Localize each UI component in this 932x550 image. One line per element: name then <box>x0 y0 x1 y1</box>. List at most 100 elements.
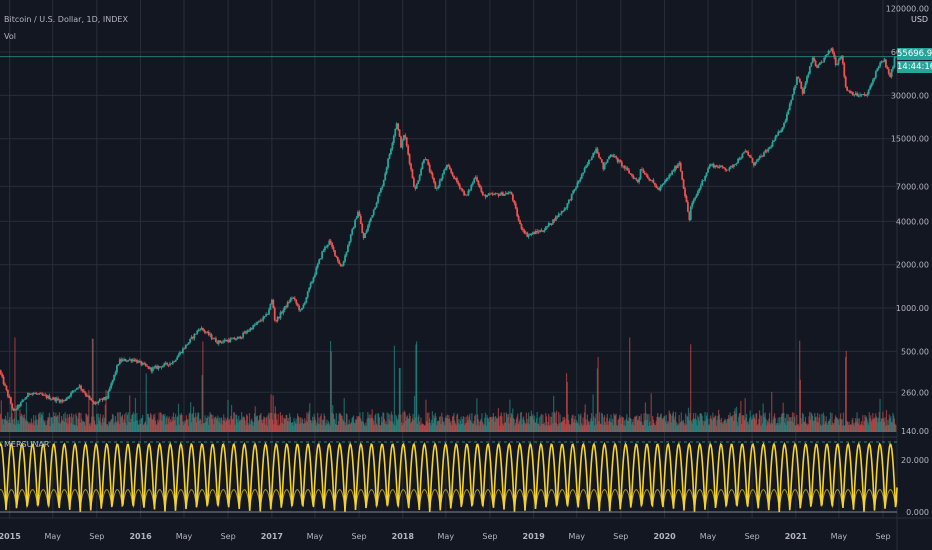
candle-body <box>80 385 82 390</box>
candle-body <box>292 297 295 299</box>
candle-body <box>847 90 850 92</box>
volume-bar <box>761 423 763 432</box>
volume-bar <box>727 418 729 432</box>
volume-bar <box>510 417 512 432</box>
volume-bar <box>540 413 543 432</box>
volume-bar <box>611 418 614 432</box>
volume-bar <box>246 415 248 432</box>
volume-bar <box>19 409 21 432</box>
candle-body <box>592 152 595 158</box>
candle-body <box>202 327 204 331</box>
candle-body <box>821 61 824 63</box>
volume-bar <box>686 415 688 432</box>
candle-body <box>266 314 269 315</box>
volume-bar <box>822 424 824 432</box>
volume-bar <box>72 424 74 432</box>
candle-body <box>182 348 184 353</box>
volume-bar <box>90 422 92 432</box>
volume-bar <box>334 419 336 432</box>
volume-bar <box>437 420 439 432</box>
volume-bar <box>256 415 258 432</box>
candle-body <box>826 54 828 56</box>
volume-bar <box>578 413 580 432</box>
candle-body <box>517 216 520 221</box>
volume-bar <box>491 418 493 432</box>
candle-body <box>774 136 777 141</box>
volume-bar <box>842 412 845 432</box>
volume-bar <box>382 412 384 432</box>
candle-body <box>190 336 193 339</box>
volume-bar <box>182 421 184 432</box>
candle-body <box>631 173 633 176</box>
volume-bar <box>244 420 246 432</box>
volume-bar <box>263 416 265 432</box>
volume-bar <box>619 417 621 432</box>
volume-bar <box>228 420 230 432</box>
candle-body <box>841 55 844 64</box>
volume-bar <box>581 423 583 432</box>
volume-bar <box>114 416 116 432</box>
volume-bar <box>78 412 81 432</box>
volume-bar <box>69 416 71 432</box>
candle-body <box>575 187 577 190</box>
volume-bar <box>533 415 535 432</box>
volume-bar <box>357 418 359 432</box>
volume-bar <box>200 424 203 432</box>
candle-body <box>263 316 266 317</box>
candle-body <box>273 308 276 321</box>
volume-bar <box>444 425 446 432</box>
candle-body <box>193 333 196 339</box>
volume-bar <box>867 424 870 432</box>
volume-bar <box>742 415 744 432</box>
volume-bar <box>336 424 338 432</box>
volume-bar <box>60 415 63 432</box>
volume-bar <box>366 418 368 432</box>
volume-bar <box>396 420 398 432</box>
volume-bar <box>676 425 678 432</box>
volume-bar <box>555 422 557 432</box>
candle-body <box>844 76 847 87</box>
candle-body <box>123 359 125 360</box>
volume-bar <box>537 423 540 432</box>
candle-body <box>282 309 285 314</box>
volume-bar <box>573 419 576 432</box>
volume-bar <box>383 412 385 432</box>
volume-bar <box>474 414 477 432</box>
volume-bar <box>5 419 7 432</box>
volume-bar <box>549 416 551 432</box>
candle-body <box>839 58 841 60</box>
volume-bar <box>303 423 305 432</box>
candle-body <box>246 331 249 332</box>
volume-bar <box>134 397 137 432</box>
volume-bar <box>866 419 868 432</box>
volume-bar <box>659 417 661 432</box>
volume-bar <box>376 425 378 432</box>
volume-bar <box>2 424 5 432</box>
volume-bar <box>316 422 318 432</box>
candle-body <box>524 232 527 234</box>
candle-body <box>424 159 427 160</box>
volume-bar <box>693 418 695 432</box>
volume-bar <box>258 419 260 432</box>
candle-body <box>519 220 521 225</box>
volume-bar <box>832 424 835 432</box>
candle-body <box>19 402 22 407</box>
volume-bar <box>194 417 196 432</box>
candle-body <box>836 64 839 66</box>
volume-bar <box>149 418 151 432</box>
candle-body <box>341 265 344 267</box>
volume-bar <box>405 420 407 432</box>
candle-body <box>691 202 694 207</box>
volume-bar <box>288 421 290 432</box>
candle-body <box>767 148 770 152</box>
volume-bar <box>280 415 282 432</box>
time-tick-label: Sep <box>482 532 497 541</box>
candle-body <box>853 94 856 96</box>
volume-bar <box>565 424 567 432</box>
volume-bar <box>434 412 436 432</box>
candle-body <box>708 165 711 169</box>
volume-bar <box>571 415 573 432</box>
volume-bar <box>230 405 233 432</box>
volume-bar <box>880 421 882 432</box>
